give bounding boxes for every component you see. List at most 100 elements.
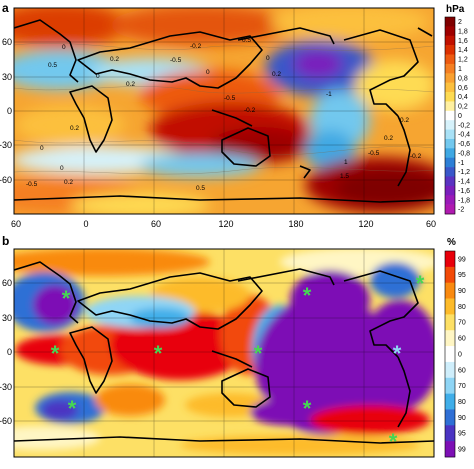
y-tick-label: 30 <box>2 72 12 82</box>
colorbar-tick-label: -0,2 <box>458 122 470 129</box>
colorbar-tick-label: -1,6 <box>458 188 470 195</box>
colorbar-tick-label: 70 <box>458 320 466 327</box>
colorbar-tick-label: -1 <box>458 160 464 167</box>
contour-label: -0.5 <box>224 95 236 102</box>
contour-label: 0 <box>40 145 44 152</box>
colorbar-tick-label: 99 <box>458 256 466 263</box>
colorbar-tick-label: 1,2 <box>458 57 468 64</box>
significance-marker: * <box>51 341 60 366</box>
contour-label: 0.2 <box>400 117 409 124</box>
contour-label: -0.5 <box>26 181 38 188</box>
panel-a-x-ticks: 60 0 60 120 180 120 60 <box>11 219 436 229</box>
panel-b-field <box>14 249 434 457</box>
colorbar-swatch <box>445 148 455 159</box>
colorbar-tick-label: -1,2 <box>458 169 470 176</box>
panel-a-graticule <box>14 8 434 214</box>
colorbar-tick-label: 80 <box>458 304 466 311</box>
significance-marker: * <box>62 286 71 311</box>
colorbar-swatch <box>445 45 455 55</box>
contour-label: -0.2 <box>244 107 256 114</box>
panel-a-letter: a <box>2 1 9 15</box>
colorbar-swatch <box>445 330 455 347</box>
panel-a-frame <box>13 7 435 215</box>
significance-marker: * <box>303 396 312 421</box>
colorbar-swatch <box>445 204 455 215</box>
significance-marker: * <box>303 283 312 308</box>
colorbar-swatch <box>445 92 455 102</box>
y-tick-label: -60 <box>0 416 12 426</box>
panel-b-graticule <box>14 249 434 457</box>
contour-label: -0.5 <box>368 150 380 157</box>
colorbar-swatch <box>445 441 455 458</box>
y-tick-label: -30 <box>0 140 12 150</box>
colorbar-swatch <box>445 129 455 140</box>
colorbar-swatch <box>445 138 455 149</box>
contour-label: 0.2 <box>64 179 73 186</box>
colorbar-swatch <box>445 176 455 187</box>
x-tick-label: 60 <box>426 219 436 229</box>
colorbar-swatch <box>445 377 455 394</box>
colorbar-swatch <box>445 167 455 177</box>
colorbar-tick-label: -0,8 <box>458 150 470 157</box>
colorbar-swatch <box>445 63 455 74</box>
y-tick-label: 0 <box>7 106 12 116</box>
colorbar-tick-label: 1,8 <box>458 28 468 35</box>
contour-label: -0.2 <box>410 153 422 160</box>
colorbar-swatch <box>445 35 455 46</box>
colorbar-swatch <box>445 409 455 426</box>
colorbar-tick-label: 2 <box>458 19 462 26</box>
y-tick-label: 60 <box>2 278 12 288</box>
panel-a-y-ticks: 60 30 0 -30 -60 <box>0 37 12 185</box>
colorbar-b-unit: % <box>447 237 456 248</box>
colorbar-swatch <box>445 82 455 93</box>
colorbar-swatch <box>445 282 455 299</box>
contour-label: 0.5 <box>48 62 57 69</box>
contour-label: 0.2 <box>110 56 119 63</box>
colorbar-tick-label: 0 <box>458 113 462 120</box>
contour-label: -0.5 <box>170 57 182 64</box>
colorbar-swatch <box>445 425 455 442</box>
colorbar-tick-label: 0,8 <box>458 75 468 82</box>
contour-label: 0 <box>62 44 66 51</box>
contour-label: 0.2 <box>70 125 79 132</box>
x-tick-label: 180 <box>288 219 303 229</box>
contour-label: 0.5 <box>196 185 205 192</box>
x-tick-label: 120 <box>358 219 373 229</box>
y-tick-label: 60 <box>2 37 12 47</box>
contour-label: 0.2 <box>272 71 281 78</box>
colorbar-swatch <box>445 346 455 363</box>
significance-marker: * <box>68 396 77 421</box>
colorbar-swatch <box>445 54 455 65</box>
colorbar-tick-label: -1,4 <box>458 179 470 186</box>
significance-marker: * <box>389 429 398 454</box>
contour-label: 0 <box>266 55 270 62</box>
colorbar-tick-label: 99 <box>458 446 466 453</box>
panel-b: b <box>0 234 466 458</box>
panel-b-markers: * * * * * * * * * * <box>51 271 425 454</box>
x-tick-label: 60 <box>151 219 161 229</box>
significance-marker: * <box>416 271 425 296</box>
contour-label: 1 <box>344 159 348 166</box>
colorbar-swatch <box>445 73 455 83</box>
panel-b-coastlines <box>14 261 434 444</box>
colorbar-tick-label: 95 <box>458 431 466 438</box>
contour-label: 0 <box>206 69 210 76</box>
contour-label: 1.5 <box>340 173 349 180</box>
significance-marker: * <box>154 341 163 366</box>
contour-label: 0.5 <box>242 37 251 44</box>
colorbar-a-unit: hPa <box>446 4 465 15</box>
colorbar-swatch <box>445 185 455 196</box>
y-tick-label: 30 <box>2 313 12 323</box>
colorbar-tick-label: 90 <box>458 288 466 295</box>
colorbar-swatch <box>445 26 455 37</box>
colorbar-tick-label: -1,8 <box>458 197 470 204</box>
colorbar-tick-label: 95 <box>458 272 466 279</box>
colorbar-swatch <box>445 393 455 410</box>
colorbar-swatch <box>445 110 455 121</box>
panel-b-frame <box>13 248 435 458</box>
colorbar-tick-label: 70 <box>458 383 466 390</box>
colorbar-tick-label: 0 <box>458 351 462 358</box>
contour-label: 0.2 <box>126 81 135 88</box>
panel-b-y-ticks: 60 30 0 -30 -60 <box>0 278 12 426</box>
